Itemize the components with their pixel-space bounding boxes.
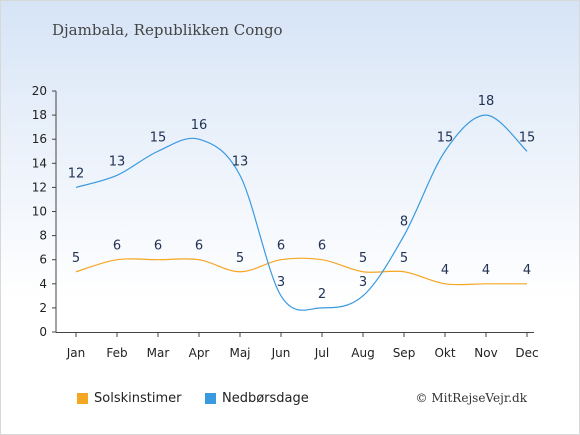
y-tick-label: 12 [32,180,47,194]
x-tick-label: Feb [106,346,127,360]
x-tick-label: Mar [147,346,170,360]
data-label-nedbrsdage: 2 [318,287,326,302]
data-label-solskinstimer: 5 [359,251,367,266]
data-label-solskinstimer: 5 [236,251,244,266]
data-label-solskinstimer: 5 [72,251,80,266]
legend-label-solskinstimer: Solskinstimer [94,391,182,406]
data-label-nedbrsdage: 8 [400,215,408,230]
chart-title: Djambala, Republikken Congo [52,21,283,39]
data-label-solskinstimer: 4 [523,263,531,278]
data-label-nedbrsdage: 13 [232,154,249,169]
legend-swatch-nedborsdage [205,393,216,404]
series-line-nedbrsdage [75,114,528,311]
data-label-nedbrsdage: 15 [437,130,454,145]
data-label-solskinstimer: 6 [154,239,162,254]
y-tick-label: 18 [32,108,47,122]
y-tick-label: 2 [39,301,47,315]
data-label-nedbrsdage: 12 [68,166,85,181]
y-tick-label: 20 [32,84,47,98]
legend-item-solskinstimer: Solskinstimer [77,391,181,406]
data-label-nedbrsdage: 3 [277,275,285,290]
data-label-nedbrsdage: 13 [109,154,126,169]
y-tick-label: 6 [39,253,47,267]
credit-text: © MitRejseVejr.dk [415,391,527,405]
y-tick-label: 8 [39,229,47,243]
x-tick-label: Apr [189,346,210,360]
data-label-solskinstimer: 5 [400,251,408,266]
x-tick-label: Nov [474,346,497,360]
x-tick-label: Okt [434,346,455,360]
x-tick-label: Jul [314,346,329,360]
x-tick-label: Jun [271,346,291,360]
legend-swatch-solskinstimer [77,393,88,404]
x-tick-label: Sep [393,346,416,360]
data-label-solskinstimer: 6 [277,239,285,254]
data-label-nedbrsdage: 16 [191,118,208,133]
x-tick-label: Jan [66,346,86,360]
data-label-nedbrsdage: 15 [519,130,536,145]
data-label-solskinstimer: 6 [318,239,326,254]
data-label-nedbrsdage: 15 [150,130,167,145]
legend-item-nedborsdage: Nedbørsdage [205,391,309,406]
y-tick-label: 0 [39,325,47,339]
y-tick-label: 16 [32,132,47,146]
x-tick-label: Dec [515,346,538,360]
y-tick-label: 4 [39,277,47,291]
data-label-solskinstimer: 6 [195,239,203,254]
data-label-solskinstimer: 4 [441,263,449,278]
x-tick-label: Maj [229,346,250,360]
x-tick-label: Aug [351,346,374,360]
y-tick-label: 10 [32,205,47,219]
y-tick-label: 14 [32,156,47,170]
data-label-solskinstimer: 4 [482,263,490,278]
data-label-solskinstimer: 6 [113,239,121,254]
legend-label-nedborsdage: Nedbørsdage [222,391,309,406]
data-label-nedbrsdage: 18 [478,94,495,109]
data-label-nedbrsdage: 3 [359,275,367,290]
series-line-solskinstimer [75,257,527,286]
